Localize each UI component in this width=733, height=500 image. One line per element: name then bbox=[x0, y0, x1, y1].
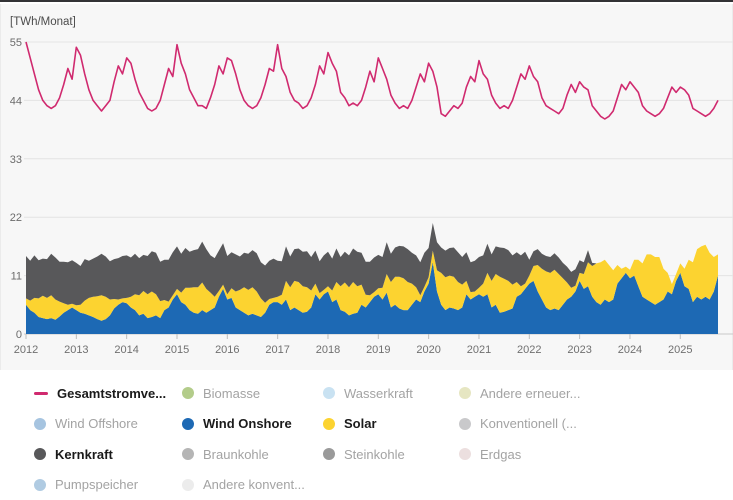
legend-marker-steinkohle-icon bbox=[323, 448, 335, 461]
legend-label-solar: Solar bbox=[344, 416, 377, 432]
legend-item-wind-offshore[interactable]: Wind Offshore bbox=[34, 416, 182, 431]
legend-marker-wind-onshore-icon bbox=[182, 417, 194, 430]
legend-marker-wasserkraft-icon bbox=[323, 387, 335, 400]
legend-label-wasserkraft: Wasserkraft bbox=[344, 385, 413, 401]
legend-item-kernkraft[interactable]: Kernkraft bbox=[34, 447, 182, 462]
chart-legend: Gesamtstromve... Biomasse Wasserkraft Ander… bbox=[34, 378, 629, 500]
legend-marker-braunkohle-icon bbox=[182, 448, 194, 461]
series-area-solar bbox=[26, 244, 718, 321]
y-tick-label-33: 33 bbox=[10, 154, 22, 166]
x-tick-label-2025: 2025 bbox=[668, 344, 692, 356]
legend-item-steinkohle[interactable]: Steinkohle bbox=[323, 447, 459, 462]
legend-marker-gesamtstromve-icon bbox=[34, 391, 48, 395]
energy-chart-canvas[interactable]: 0 11 22 33 44 55 2012 2013 2014 2015 2016 2017 2018 2… bbox=[1, 4, 733, 370]
legend-label-wind-onshore: Wind Onshore bbox=[203, 416, 292, 432]
legend-marker-kernkraft-icon bbox=[34, 448, 46, 461]
legend-item-andere-konvent[interactable]: Andere konvent... bbox=[182, 477, 323, 492]
x-tick-label-2016: 2016 bbox=[215, 344, 239, 356]
x-tick-label-2018: 2018 bbox=[316, 344, 340, 356]
legend-label-biomasse: Biomasse bbox=[203, 385, 261, 401]
legend-item-biomasse[interactable]: Biomasse bbox=[182, 386, 323, 401]
series-area-kernkraft bbox=[26, 223, 718, 306]
legend-item-andere-erneuer[interactable]: Andere erneuer... bbox=[459, 386, 629, 401]
legend-marker-biomasse-icon bbox=[182, 387, 194, 400]
x-tick-label-2024: 2024 bbox=[618, 344, 642, 356]
x-tick-label-2017: 2017 bbox=[265, 344, 289, 356]
legend-label-andere-konvent: Andere konvent... bbox=[203, 477, 305, 493]
series-area-wind-onshore bbox=[26, 262, 718, 334]
x-tick-label-2015: 2015 bbox=[165, 344, 189, 356]
legend-marker-wind-offshore-icon bbox=[34, 417, 46, 430]
legend-marker-solar-icon bbox=[323, 417, 335, 430]
y-tick-label-55: 55 bbox=[10, 37, 22, 49]
series-line-gesamtstromverbrauch bbox=[25, 41, 719, 120]
x-tick-label-2014: 2014 bbox=[114, 344, 138, 356]
legend-item-gesamtstromve[interactable]: Gesamtstromve... bbox=[34, 386, 182, 401]
chart-region[interactable]: 0 11 22 33 44 55 2012 2013 2014 2015 2016 2017 2018 2… bbox=[0, 4, 733, 370]
legend-item-pumpspeicher[interactable]: Pumpspeicher bbox=[34, 477, 182, 492]
x-tick-label-2019: 2019 bbox=[366, 344, 390, 356]
legend-item-wasserkraft[interactable]: Wasserkraft bbox=[323, 386, 459, 401]
legend-label-gesamtstromve: Gesamtstromve... bbox=[57, 385, 167, 401]
y-tick-label-22: 22 bbox=[10, 212, 22, 224]
legend-item-erdgas[interactable]: Erdgas bbox=[459, 447, 629, 462]
y-tick-label-0: 0 bbox=[16, 329, 22, 341]
x-tick-label-2020: 2020 bbox=[416, 344, 440, 356]
legend-label-wind-offshore: Wind Offshore bbox=[55, 416, 138, 432]
legend-label-erdgas: Erdgas bbox=[480, 446, 522, 462]
x-tick-label-2021: 2021 bbox=[467, 344, 491, 356]
x-tick-label-2023: 2023 bbox=[567, 344, 591, 356]
legend-marker-andere-erneuer-icon bbox=[459, 387, 471, 400]
y-axis-unit-label: [TWh/Monat] bbox=[10, 16, 76, 28]
legend-marker-andere-konvent-icon bbox=[182, 478, 194, 491]
x-tick-label-2013: 2013 bbox=[64, 344, 88, 356]
legend-label-andere-erneuer: Andere erneuer... bbox=[480, 385, 581, 401]
legend-label-pumpspeicher: Pumpspeicher bbox=[55, 477, 139, 493]
legend-label-braunkohle: Braunkohle bbox=[203, 446, 269, 462]
legend-marker-erdgas-icon bbox=[459, 448, 471, 461]
legend-item-solar[interactable]: Solar bbox=[323, 416, 459, 431]
legend-label-steinkohle: Steinkohle bbox=[344, 446, 405, 462]
legend-label-konventionell: Konventionell (... bbox=[480, 416, 577, 432]
legend-item-wind-onshore[interactable]: Wind Onshore bbox=[182, 416, 323, 431]
legend-item-braunkohle[interactable]: Braunkohle bbox=[182, 447, 323, 462]
y-tick-label-44: 44 bbox=[10, 95, 22, 107]
y-tick-label-11: 11 bbox=[11, 271, 22, 283]
legend-marker-pumpspeicher-icon bbox=[34, 478, 46, 491]
x-tick-label-2012: 2012 bbox=[14, 344, 38, 356]
legend-marker-konventionell-icon bbox=[459, 417, 471, 430]
legend-label-kernkraft: Kernkraft bbox=[55, 446, 113, 462]
x-tick-label-2022: 2022 bbox=[517, 344, 541, 356]
legend-item-konventionell[interactable]: Konventionell (... bbox=[459, 416, 629, 431]
